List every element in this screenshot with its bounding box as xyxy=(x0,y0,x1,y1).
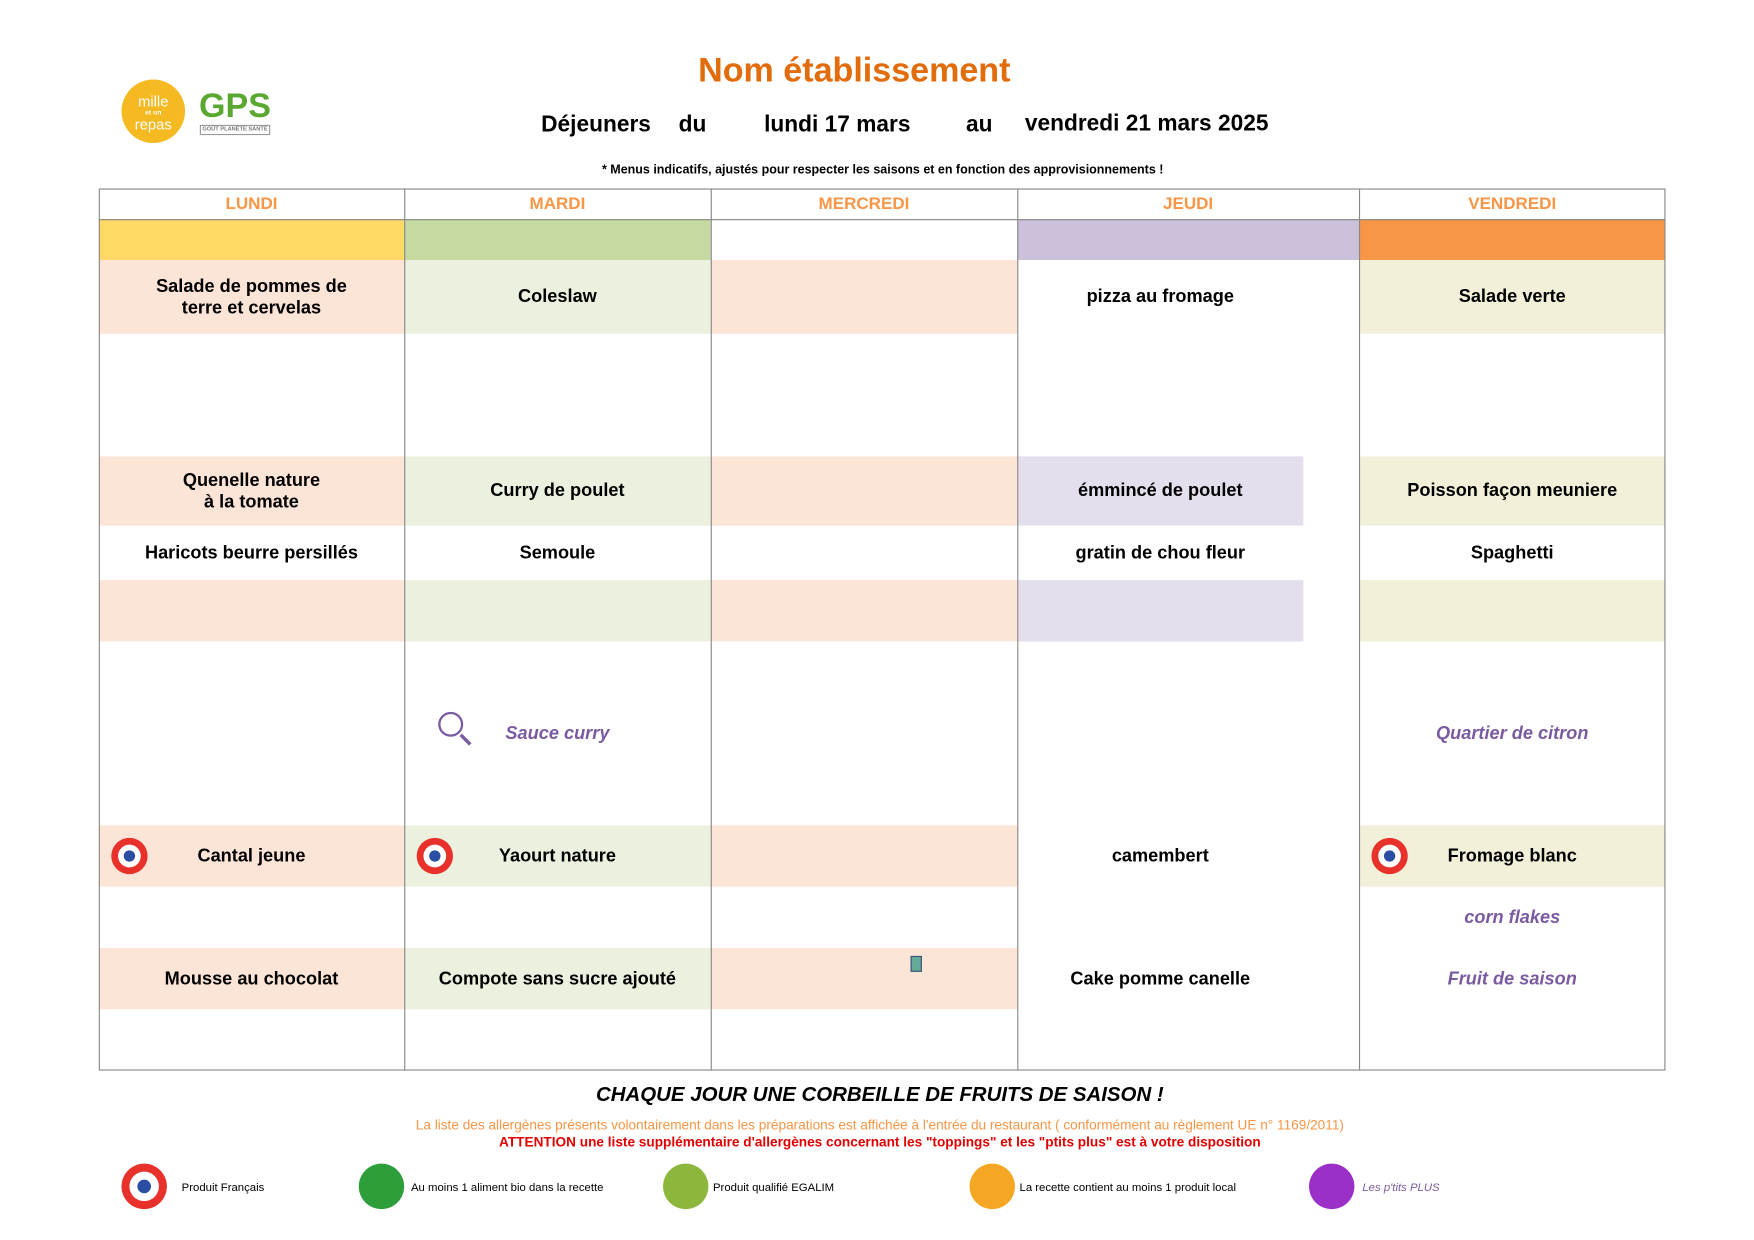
menu-item: Sauce curry xyxy=(505,723,610,744)
menu-item: Poisson façon meuniere xyxy=(1407,481,1618,501)
small-icon xyxy=(910,955,922,972)
cell-bg xyxy=(1017,580,1304,642)
legend-icon xyxy=(1309,1163,1355,1210)
cell-bg xyxy=(1358,825,1666,887)
start: lundi 17 mars xyxy=(764,111,911,137)
column-line xyxy=(1017,188,1019,1071)
cell-bg xyxy=(404,456,711,526)
legend-icon xyxy=(663,1163,709,1210)
logo-middle: et un xyxy=(145,109,162,117)
menu-item: corn flakes xyxy=(1464,907,1561,927)
cell-bg xyxy=(98,456,405,526)
from: du xyxy=(678,111,707,137)
menu-item: Fruit de saison xyxy=(1447,968,1577,989)
cell-bg xyxy=(404,259,711,334)
legend-icon xyxy=(358,1163,405,1210)
menu-item: Mousse au chocolat xyxy=(164,968,339,989)
header-line xyxy=(98,219,1666,221)
allergens: La liste des allergènes présents volonta… xyxy=(415,1116,1344,1133)
day-name: MARDI xyxy=(529,194,586,214)
legend-label: Les p'tits PLUS xyxy=(1362,1181,1440,1194)
menu-item: Coleslaw xyxy=(518,287,597,307)
menu-item: Cake pomme canelle xyxy=(1070,968,1251,989)
day-band xyxy=(98,219,405,260)
menu-item: Compote sans sucre ajouté xyxy=(438,968,677,989)
cell-bg xyxy=(710,825,1018,887)
cell-bg xyxy=(98,825,405,887)
cell-bg xyxy=(710,456,1018,526)
day-name: MERCREDI xyxy=(818,194,910,214)
fruits: CHAQUE JOUR UNE CORBEILLE DE FRUITS DE S… xyxy=(595,1082,1164,1106)
menu-item: Fromage blanc xyxy=(1447,846,1577,866)
cell-bg xyxy=(404,825,711,887)
to: au xyxy=(965,111,993,137)
menu-item: Yaourt nature xyxy=(498,846,616,866)
legend-label: Au moins 1 aliment bio dans la recette xyxy=(410,1181,604,1194)
flag-icon-dot xyxy=(429,850,441,862)
table-border xyxy=(98,188,1666,1071)
legend-label: Produit qualifié EGALIM xyxy=(712,1181,835,1194)
cell-bg xyxy=(404,947,711,1010)
menu-item: camembert xyxy=(1111,846,1209,866)
cell-bg xyxy=(710,947,1018,1010)
menu-item: Haricots beurre persillés xyxy=(144,543,358,563)
day-band xyxy=(1358,219,1666,260)
day-band xyxy=(404,219,711,260)
menu-item: Quartier de citron xyxy=(1436,723,1589,744)
note: * Menus indicatifs, ajustés pour respect… xyxy=(601,162,1164,177)
logo-gps: GPS xyxy=(199,86,271,125)
menu-item: Quenelle nature à la tomate xyxy=(182,470,321,512)
column-line xyxy=(710,188,712,1071)
cell-bg xyxy=(1017,456,1304,526)
flag-icon-dot xyxy=(123,850,136,862)
column-line xyxy=(404,188,406,1071)
column-line xyxy=(1358,188,1361,1071)
logo-gps-sub: GOÛT PLANÈTE SANTÉ xyxy=(199,124,271,136)
cell-bg xyxy=(404,580,711,642)
menu-item: émmincé de poulet xyxy=(1078,481,1243,501)
attention: ATTENTION une liste supplémentaire d'all… xyxy=(499,1133,1261,1150)
cell-bg xyxy=(1358,580,1666,642)
menu-item: Salade de pommes de terre et cervelas xyxy=(156,276,347,318)
title: Nom établissement xyxy=(698,51,1011,90)
day-band xyxy=(1017,219,1359,260)
legend-label: La recette contient au moins 1 produit l… xyxy=(1019,1181,1236,1194)
cell-bg xyxy=(98,580,405,642)
magnifier-icon xyxy=(438,711,464,737)
cell-bg xyxy=(710,580,1018,642)
day-name: VENDREDI xyxy=(1468,194,1557,214)
cell-bg xyxy=(1358,259,1666,334)
menu-item: Cantal jeune xyxy=(197,846,306,866)
menu-item: Spaghetti xyxy=(1470,543,1554,563)
logo-bottom: repas xyxy=(134,115,172,133)
menu-item: Semoule xyxy=(519,543,596,563)
legend-icon-dot xyxy=(136,1179,152,1194)
menu-item: Curry de poulet xyxy=(490,481,625,501)
lunch: Déjeuners xyxy=(541,111,651,137)
logo-circle xyxy=(121,79,186,144)
cell-bg xyxy=(98,259,405,334)
cell-bg xyxy=(98,947,405,1010)
cell-bg xyxy=(710,259,1018,334)
cell-bg xyxy=(1358,456,1666,526)
logo-top: mille xyxy=(138,92,169,110)
day-band xyxy=(710,219,1018,260)
day-name: JEUDI xyxy=(1163,194,1214,214)
menu-item: gratin de chou fleur xyxy=(1075,543,1246,563)
legend-label: Produit Français xyxy=(181,1181,265,1194)
menu-item: pizza au fromage xyxy=(1086,287,1234,307)
day-name: LUNDI xyxy=(225,194,278,214)
end: vendredi 21 mars 2025 xyxy=(1024,110,1269,136)
menu-item: Salade verte xyxy=(1458,287,1566,307)
legend-icon xyxy=(969,1163,1015,1210)
flag-icon-dot xyxy=(1383,850,1396,862)
